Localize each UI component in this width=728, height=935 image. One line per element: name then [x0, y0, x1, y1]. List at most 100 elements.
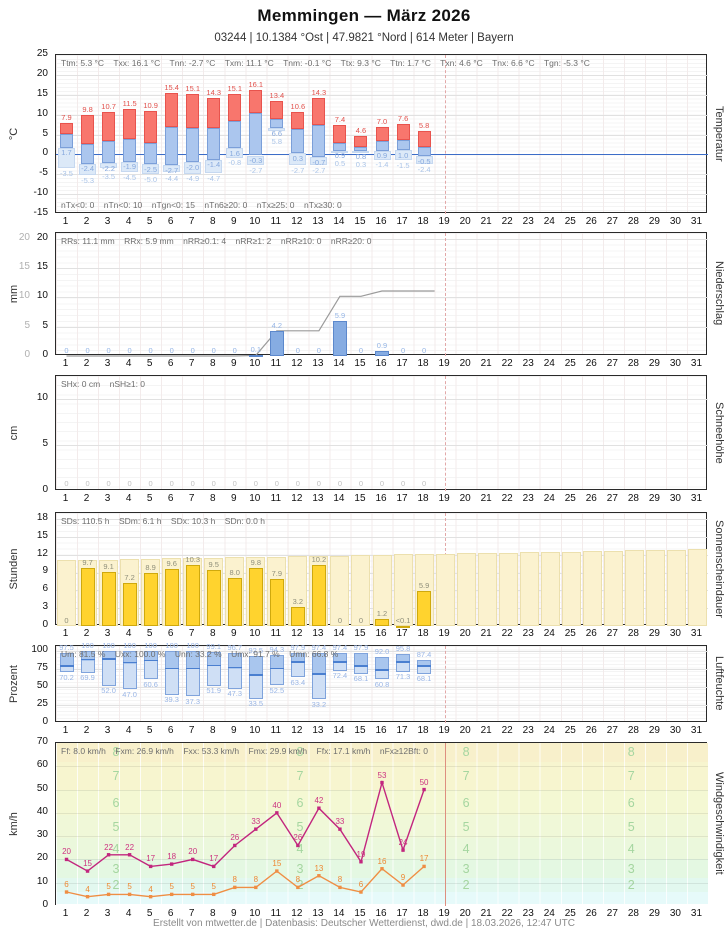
temp-ground-bar	[394, 150, 412, 161]
x-day-label: 21	[480, 493, 492, 504]
x-day-label: 23	[522, 725, 534, 736]
precip-label: 0	[106, 346, 111, 355]
temp-max-bar	[102, 111, 116, 141]
y-tick-label: 50	[36, 782, 48, 794]
temp-max-bar	[375, 126, 389, 142]
temp-max-label: 4.6	[355, 126, 367, 136]
gridline-major	[56, 859, 708, 861]
gridline-major	[56, 94, 708, 96]
temp-ground-label: -5.3	[81, 175, 95, 185]
sunshine-bar	[206, 569, 221, 626]
x-day-label: 31	[690, 908, 703, 919]
x-day-label: 18	[417, 493, 429, 504]
gust-label: 53	[377, 770, 387, 780]
y-tick-label: 20	[36, 852, 48, 864]
humidity-upper-segment	[144, 652, 157, 662]
temp-min-label: -2.5	[144, 164, 158, 174]
y-tick-label: 5	[42, 319, 48, 331]
humidity-upper-segment	[249, 657, 262, 676]
snow-label: 0	[253, 479, 258, 488]
panel-stats-top: SDs: 110.5 h SDm: 6.1 h SDx: 10.3 h SDn:…	[61, 515, 265, 526]
humidity-mean-line	[164, 667, 179, 670]
daylight-bg-bar	[687, 549, 707, 626]
temp-ground-bar	[289, 153, 307, 166]
beaufort-scale-label: 6	[112, 795, 120, 810]
temp-max-bar	[60, 123, 74, 134]
gust-label: 17	[146, 854, 156, 864]
page-title: Memmingen — März 2026	[257, 6, 471, 25]
wind-day-gridlines	[56, 743, 708, 906]
humidity-min-label: 70.2	[59, 672, 74, 682]
x-day-label: 11	[270, 908, 282, 919]
daylight-bg-bar	[435, 553, 455, 626]
gust-label: 26	[230, 833, 240, 843]
gust-label: 22	[125, 842, 135, 852]
gridline-major	[56, 812, 708, 814]
sunshine-label: 0	[358, 616, 364, 625]
sunshine-bar	[185, 564, 200, 626]
humidity-min-label: 33.5	[248, 699, 264, 709]
x-day-label: 16	[375, 216, 387, 227]
x-day-label: 26	[585, 216, 597, 227]
snow-label: 0	[400, 479, 406, 488]
humidity-max-label: 97.4	[332, 642, 348, 652]
x-day-label: 5	[146, 358, 153, 369]
daylight-bg-bar	[393, 554, 413, 626]
precip-bar	[269, 331, 284, 356]
sunshine-bar	[80, 568, 95, 626]
x-day-label: 17	[396, 725, 408, 736]
x-day-label: 28	[627, 725, 639, 736]
humidity-min-label: 63.4	[290, 677, 306, 687]
temp-ground-bar	[205, 159, 223, 173]
humidity-range-bar	[417, 660, 432, 674]
mean-wind-label: 15	[272, 859, 282, 869]
x-day-label: 28	[627, 493, 639, 504]
x-day-label: 6	[167, 628, 174, 639]
temp-ground-label: 5.8	[271, 136, 283, 146]
snow-label: 0	[190, 479, 195, 488]
gridline-major	[56, 114, 708, 116]
humidity-upper-segment	[376, 657, 388, 671]
daylight-bg-bar	[666, 549, 686, 626]
temp-ground-bar	[352, 151, 370, 154]
daylight-bg-bar	[582, 551, 602, 626]
humidity-min-label: 39.3	[164, 695, 179, 705]
temp-max-bar	[270, 101, 284, 120]
daylight-bg-bar	[498, 552, 518, 626]
x-day-label: 28	[627, 358, 639, 369]
mean-wind-label: 5	[127, 882, 132, 892]
humidity-mean-line	[143, 659, 158, 662]
temp-min-label: -1.4	[207, 160, 221, 170]
temp-max-label: 7.6	[397, 114, 409, 124]
x-day-label: 19	[438, 358, 450, 369]
x-day-label: 9	[230, 908, 237, 919]
sunshine-bar	[290, 607, 305, 626]
temp-ground-label: -2.7	[249, 165, 263, 175]
humidity-min-label: 47.0	[122, 689, 137, 699]
humidity-max-label: 95.8	[395, 644, 411, 654]
x-day-label: 3	[104, 493, 111, 504]
y-tick-label: 30	[36, 829, 48, 841]
humidity-min-label: 60.8	[374, 679, 390, 689]
temp-max-label: 7.4	[334, 114, 346, 124]
mean-wind-label: 5	[169, 882, 174, 892]
temp-max-bar	[249, 90, 263, 113]
beaufort-scale-label: 7	[112, 768, 120, 783]
mean-wind-label: 4	[148, 884, 153, 894]
sunshine-bar	[122, 583, 137, 626]
beaufort-scale-label: 3	[462, 861, 470, 876]
temp-min-bar	[81, 144, 95, 164]
temp-min-bar	[417, 147, 431, 157]
humidity-mean-line	[375, 669, 389, 671]
x-day-label: 20	[459, 908, 471, 919]
temp-ground-label: -1.4	[375, 160, 389, 170]
x-day-label: 24	[543, 725, 555, 736]
temp-ground-label: -2.7	[312, 165, 326, 175]
x-day-label: 7	[188, 908, 195, 919]
daylight-bg-bar	[645, 550, 665, 626]
humidity-max-label: 97.5	[59, 642, 74, 652]
x-day-label: 11	[270, 358, 282, 369]
temp-ground-label: -2.4	[417, 164, 431, 174]
x-day-label: 6	[167, 493, 174, 504]
beaufort-scale-label: 8	[462, 745, 470, 760]
